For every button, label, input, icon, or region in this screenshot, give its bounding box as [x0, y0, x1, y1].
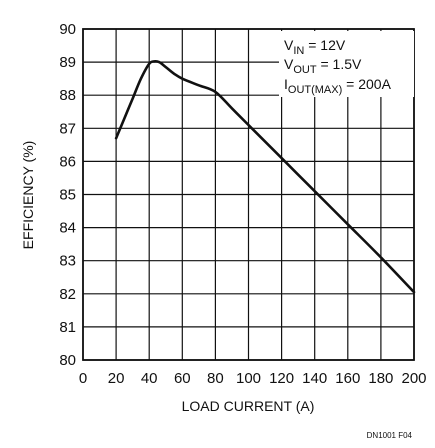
annotation-iout-symbol: I	[284, 76, 288, 92]
annotation-vout-subscript: OUT	[293, 64, 317, 76]
efficiency-curve	[114, 59, 416, 294]
annotation-vin-subscript: IN	[293, 45, 304, 57]
x-tick-label-140: 140	[302, 370, 327, 387]
y-tick-label-81: 81	[59, 319, 76, 336]
figure-id: DN1001 F04	[367, 431, 413, 440]
y-tick-label-89: 89	[59, 54, 76, 71]
y-tick-label-84: 84	[59, 220, 76, 237]
y-tick-label-90: 90	[59, 21, 76, 38]
y-tick-label-83: 83	[59, 253, 76, 270]
y-tick-label-82: 82	[59, 286, 76, 303]
plot-frame	[82, 28, 415, 361]
annotation-iout-subscript: OUT(MAX)	[288, 84, 342, 96]
y-tick-label-85: 85	[59, 187, 76, 204]
annotation-iout: IOUT(MAX) = 200A	[284, 76, 392, 96]
annotation-vout: VOUT = 1.5V	[284, 56, 362, 76]
x-tick-label-100: 100	[236, 370, 261, 387]
x-tick-label-200: 200	[401, 370, 426, 387]
x-tick-label-180: 180	[368, 370, 393, 387]
y-tick-label-88: 88	[59, 87, 76, 104]
annotation-vout-value: = 1.5V	[317, 56, 362, 72]
y-axis-title: EFFICIENCY (%)	[20, 141, 36, 250]
annotation-background	[279, 31, 414, 97]
x-tick-label-160: 160	[335, 370, 360, 387]
x-tick-label-80: 80	[207, 370, 224, 387]
x-tick-label-20: 20	[108, 370, 125, 387]
x-tick-label-0: 0	[79, 370, 87, 387]
y-tick-label-86: 86	[59, 153, 76, 170]
y-tick-label-87: 87	[59, 120, 76, 137]
x-axis-title: LOAD CURRENT (A)	[182, 398, 315, 414]
y-tick-label-80: 80	[59, 352, 76, 369]
y-tick-labels: 80 81 82 83 84 85 86 87 88 89 90	[59, 21, 76, 369]
x-tick-label-60: 60	[174, 370, 191, 387]
x-tick-labels: 0 20 40 60 80 100 120 140 160 180 200	[79, 370, 427, 387]
annotation-vin: VIN = 12V	[284, 37, 346, 57]
annotation-vin-symbol: V	[284, 37, 294, 53]
plot-border	[82, 28, 415, 361]
x-tick-label-120: 120	[269, 370, 294, 387]
annotation-iout-value: = 200A	[342, 76, 391, 92]
x-tick-label-40: 40	[141, 370, 158, 387]
annotation-vout-symbol: V	[284, 56, 294, 72]
annotation-vin-value: = 12V	[304, 37, 346, 53]
